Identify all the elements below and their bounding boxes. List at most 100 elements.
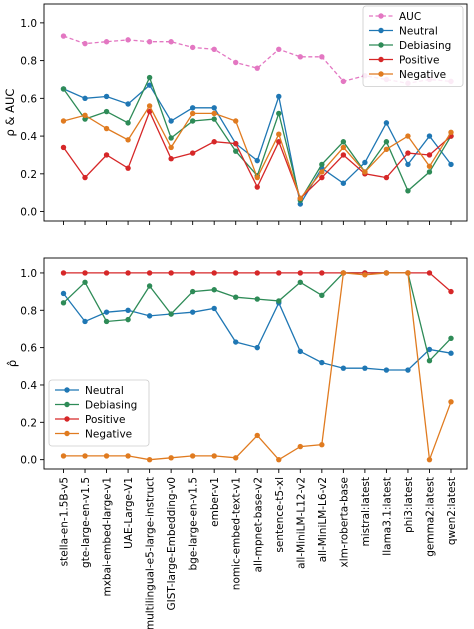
bottom-positive-point — [297, 270, 304, 276]
bottom-legend-label: Negative — [85, 429, 132, 441]
top-ylabel: ρ & AUC — [3, 89, 17, 137]
bottom-debiasing-point — [168, 311, 174, 317]
bottom-positive-point — [146, 270, 153, 276]
top-neutral-point — [297, 201, 304, 207]
top-negative-point — [276, 131, 282, 137]
top-auc-point — [233, 59, 239, 66]
bottom-negative-point — [448, 399, 454, 405]
top-panel: 0.0 0.2 0.4 0.6 0.8 1.0 ρ & AUC AUC Neutral Debia… — [3, 3, 468, 225]
top-debiasing-point — [211, 116, 217, 122]
bottom-neutral-point — [319, 359, 325, 366]
bottom-negative-point — [168, 455, 174, 461]
top-auc-point — [82, 40, 88, 47]
top-debiasing-point — [426, 169, 433, 175]
top-neutral-point — [383, 120, 390, 126]
bottom-negative-point — [362, 272, 368, 278]
top-auc-point — [168, 39, 174, 45]
top-ytick-label: 0.6 — [20, 93, 37, 105]
xtick-label: all-MiniLM-L12-v2 — [295, 477, 307, 569]
bottom-positive-point — [189, 270, 196, 276]
bottom-debiasing-point — [60, 300, 67, 306]
bottom-positive-point — [168, 270, 174, 276]
top-positive-point — [211, 139, 217, 145]
bottom-negative-point — [340, 270, 347, 276]
bottom-panel: 0.0 0.2 0.4 0.6 0.8 1.0 ρ̂ stella-en-1.5B-v5 gte… — [5, 257, 468, 629]
top-auc-point — [297, 54, 304, 60]
bottom-neutral-point — [103, 309, 110, 315]
top-debiasing-point — [103, 108, 110, 115]
top-neutral-point — [276, 93, 282, 100]
top-positive-point — [146, 108, 153, 115]
bottom-positive-point — [125, 270, 131, 276]
bottom-neutral-point — [448, 350, 454, 356]
bottom-legend-box — [48, 379, 150, 447]
top-negative-point — [168, 144, 174, 151]
bottom-legend-label: Debiasing — [85, 400, 137, 412]
top-auc-point — [319, 54, 325, 60]
bottom-negative-point — [383, 270, 390, 276]
bottom-positive-point — [60, 270, 67, 276]
top-debiasing-point — [233, 148, 239, 154]
xtick-label: llama3.1:latest — [381, 477, 393, 556]
bottom-debiasing-point — [103, 318, 110, 325]
bottom-neutral-point — [297, 348, 304, 355]
top-negative-point — [297, 195, 304, 202]
bottom-negative-point — [405, 270, 411, 276]
xtick-label: qwen2:latest — [446, 477, 458, 545]
bottom-debiasing-point — [448, 335, 454, 341]
bottom-debiasing-point — [276, 298, 282, 304]
top-neutral-point — [103, 93, 110, 100]
bottom-negative-point — [297, 443, 304, 450]
top-neutral-point — [82, 95, 88, 102]
top-negative-point — [448, 129, 454, 136]
bottom-negative-point — [125, 453, 131, 459]
top-neutral-point — [448, 161, 454, 168]
bottom-neutral-point — [82, 318, 88, 325]
bottom-negative-point — [60, 453, 67, 459]
top-auc-point — [254, 65, 260, 71]
top-legend-label: Neutral — [399, 26, 438, 38]
bottom-neutral-point — [426, 346, 433, 353]
bottom-neutral-point — [189, 309, 196, 315]
top-debiasing-point — [383, 139, 390, 145]
bottom-negative-point — [254, 432, 260, 439]
top-legend: AUC Neutral Debiasing Positive Negative — [362, 5, 464, 87]
top-debiasing-line — [62, 75, 452, 202]
xtick-label: UAE-Large-V1 — [123, 477, 135, 549]
bottom-positive-line — [63, 272, 452, 293]
top-debiasing-point — [405, 188, 411, 194]
top-ytick-label: 0.8 — [20, 56, 37, 68]
top-negative-point — [60, 118, 67, 124]
xtick-label: bge-large-en-v1.5 — [188, 477, 200, 571]
bottom-ytick-label: 1.0 — [20, 268, 37, 280]
bottom-positive-point — [276, 270, 282, 276]
top-debiasing-point — [189, 118, 196, 124]
bottom-legend: Neutral Debiasing Positive Negative — [48, 379, 150, 447]
bottom-debiasing-point — [233, 294, 239, 300]
bottom-ytick-label: 0.8 — [20, 305, 37, 317]
top-auc-point — [189, 44, 196, 51]
bottom-negative-point — [82, 453, 88, 459]
top-legend-marker — [378, 71, 384, 77]
bottom-negative-point — [189, 453, 196, 459]
top-auc-point — [211, 46, 217, 52]
bottom-neutral-point — [60, 290, 67, 297]
top-negative-point — [211, 110, 217, 117]
top-auc-point — [60, 33, 67, 39]
top-auc-point — [103, 39, 110, 45]
bottom-axes-frame — [43, 257, 468, 470]
top-debiasing-point — [340, 139, 347, 145]
bottom-debiasing-point — [297, 279, 304, 285]
top-auc-point — [125, 37, 131, 43]
top-negative-point — [125, 137, 131, 143]
top-negative-point — [233, 118, 239, 124]
bottom-legend-marker — [64, 387, 70, 393]
top-positive-point — [233, 140, 239, 147]
bottom-positive-point — [103, 270, 110, 276]
top-neutral-point — [189, 105, 196, 111]
top-positive-point — [319, 174, 325, 181]
xtick-label: xlm-roberta-base — [338, 477, 350, 567]
bottom-neutral-point — [254, 344, 260, 351]
top-positive-point — [405, 150, 411, 156]
